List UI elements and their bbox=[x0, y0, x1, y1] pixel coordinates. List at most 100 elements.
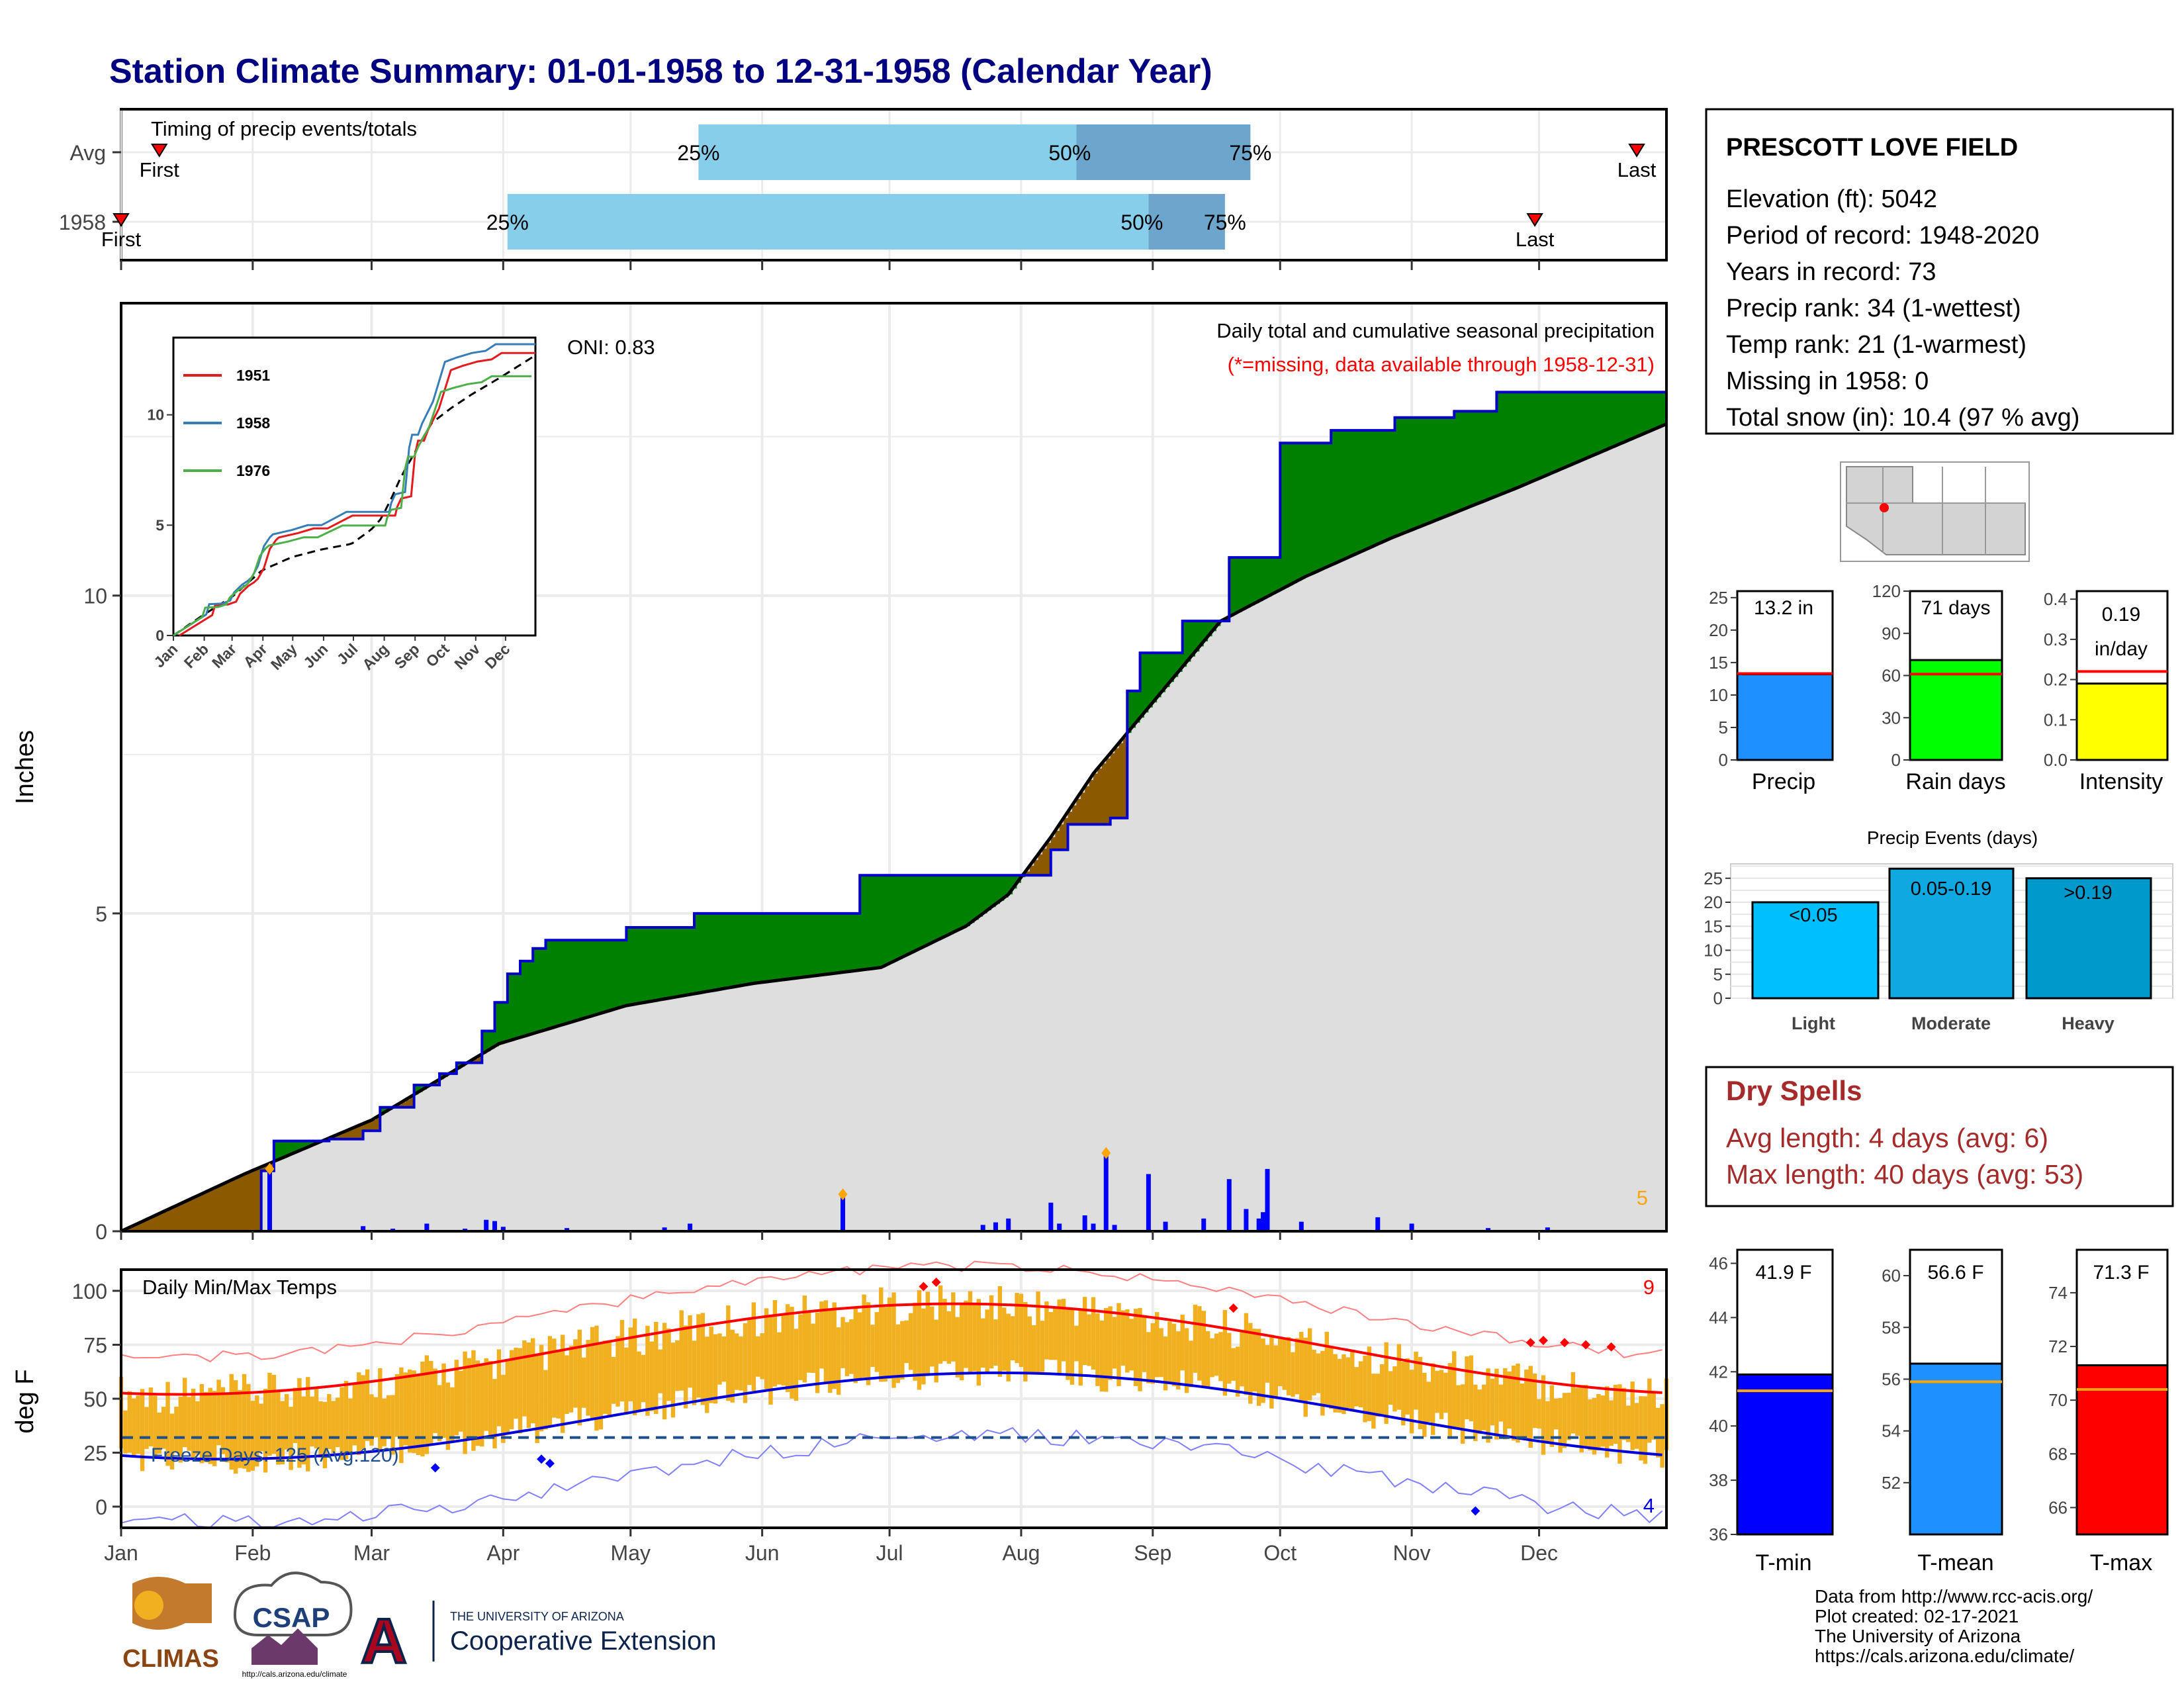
temp-daily-bar bbox=[437, 1385, 442, 1442]
temp-daily-bar bbox=[178, 1396, 183, 1463]
temp-daily-bar bbox=[475, 1360, 480, 1446]
events-title: Precip Events (days) bbox=[1867, 827, 2038, 848]
temp-daily-bar bbox=[1227, 1333, 1232, 1384]
precip-snow-marker bbox=[1101, 1147, 1111, 1159]
precip-average-line bbox=[120, 422, 1667, 1233]
temp-daily-bar bbox=[964, 1300, 968, 1368]
temp-daily-bar bbox=[1443, 1372, 1448, 1413]
temp-daily-bar bbox=[132, 1398, 136, 1458]
timing-title: Timing of precip events/totals bbox=[151, 117, 417, 140]
temp-daily-bar bbox=[1456, 1385, 1461, 1429]
temp-summary-ytick-label: 38 bbox=[1709, 1470, 1728, 1490]
temp-daily-bar bbox=[1405, 1358, 1410, 1415]
summary-value-intensity-1: 0.19 bbox=[2102, 604, 2140, 626]
precip-ytick-label: 5 bbox=[95, 902, 107, 926]
temp-daily-bar bbox=[1256, 1329, 1261, 1406]
station-info-box: PRESCOTT LOVE FIELD Elevation (ft): 5042… bbox=[1705, 108, 2174, 435]
temp-daily-bar bbox=[1626, 1405, 1631, 1442]
temp-daily-bar bbox=[1146, 1332, 1151, 1383]
temp-daily-bar bbox=[157, 1412, 161, 1454]
temp-daily-bar bbox=[183, 1378, 187, 1448]
temp-daily-bar bbox=[1422, 1372, 1427, 1437]
temp-daily-bar bbox=[637, 1351, 641, 1411]
temp-daily-bar bbox=[148, 1387, 154, 1446]
timing-p75-label: 75% bbox=[1204, 211, 1246, 234]
temp-summary-ytick-label: 74 bbox=[2048, 1283, 2068, 1303]
temp-daily-bar bbox=[1324, 1331, 1330, 1405]
station-line-temp-rank: Temp rank: 21 (1-warmest) bbox=[1726, 331, 2026, 359]
temp-daily-bar bbox=[1345, 1357, 1351, 1409]
temp-daily-bar bbox=[505, 1358, 510, 1434]
temp-daily-bar bbox=[191, 1388, 196, 1458]
credit-line-1: Data from http://www.rcc-acis.org/ bbox=[1815, 1586, 2093, 1607]
temp-daily-bar bbox=[1291, 1352, 1295, 1397]
temp-daily-bar bbox=[891, 1292, 896, 1388]
temp-daily-bar bbox=[713, 1334, 718, 1404]
temp-y-axis: 0 25 50 75 100 bbox=[72, 1280, 121, 1519]
temp-daily-bar bbox=[569, 1345, 574, 1413]
precip-daily-bar bbox=[267, 1170, 273, 1231]
precip-daily-bar bbox=[1091, 1223, 1096, 1231]
month-label: Dec bbox=[1520, 1541, 1558, 1565]
summary-ytick-label: 25 bbox=[1709, 588, 1728, 608]
temp-daily-bar bbox=[165, 1382, 170, 1466]
temp-daily-bar bbox=[458, 1370, 463, 1432]
temp-record-high-marker bbox=[1525, 1338, 1535, 1348]
summary-ytick-label: 0.0 bbox=[2044, 750, 2068, 770]
precip-y-label: Inches bbox=[11, 730, 39, 804]
timing-last-marker bbox=[1628, 144, 1645, 158]
temp-daily-bar bbox=[895, 1324, 901, 1383]
temp-daily-bar bbox=[1592, 1397, 1597, 1455]
temp-daily-bar bbox=[844, 1322, 850, 1376]
precip-daily-bar bbox=[1082, 1215, 1087, 1231]
temp-daily-bar bbox=[798, 1314, 803, 1380]
temp-daily-bar bbox=[467, 1358, 472, 1440]
temp-daily-bar bbox=[1350, 1351, 1355, 1412]
temp-daily-bar bbox=[743, 1323, 748, 1403]
inset-ytick-label: 10 bbox=[147, 406, 164, 424]
temp-count-high: 9 bbox=[1643, 1276, 1655, 1299]
temp-daily-bar bbox=[577, 1329, 582, 1426]
temp-daily-bar bbox=[492, 1379, 497, 1449]
precip-panel-subtitle: (*=missing, data available through 1958-… bbox=[1228, 353, 1655, 376]
temp-daily-bar bbox=[1082, 1297, 1087, 1366]
temp-daily-bar bbox=[1516, 1363, 1520, 1443]
temp-daily-bar bbox=[1197, 1306, 1202, 1381]
temp-summary-ytick-label: 46 bbox=[1709, 1253, 1728, 1273]
temp-summary-ytick-label: 44 bbox=[1709, 1307, 1728, 1327]
temp-daily-bar bbox=[1125, 1309, 1130, 1373]
temp-count-low: 4 bbox=[1643, 1494, 1655, 1517]
temp-daily-bar bbox=[832, 1302, 837, 1389]
events-ytick-label: 25 bbox=[1704, 868, 1723, 888]
temp-daily-bar bbox=[136, 1395, 140, 1454]
precip-frame bbox=[120, 302, 1668, 1233]
temp-daily-bar bbox=[675, 1340, 680, 1391]
temp-daily-bar bbox=[1545, 1401, 1550, 1443]
month-label: Feb bbox=[234, 1541, 271, 1565]
temp-daily-bar bbox=[1354, 1367, 1359, 1407]
events-ytick-label: 20 bbox=[1704, 892, 1723, 912]
summary-ytick-label: 20 bbox=[1709, 620, 1728, 640]
precip-daily-bar bbox=[980, 1225, 985, 1231]
temp-summary-bar bbox=[1909, 1362, 2003, 1536]
temp-daily-bar bbox=[1316, 1353, 1321, 1393]
temp-daily-bar bbox=[242, 1374, 247, 1469]
temp-daily-bar bbox=[794, 1329, 799, 1401]
temp-daily-bar bbox=[1019, 1293, 1024, 1368]
temp-daily-bar bbox=[543, 1370, 548, 1430]
temp-summary-bars: 36 38 40 42 44 46 52 54 56 58 60 66 68 70 72 74 bbox=[1709, 1248, 2169, 1544]
temp-daily-bar bbox=[1261, 1338, 1265, 1403]
temp-daily-bar bbox=[547, 1336, 553, 1427]
temp-ytick-label: 75 bbox=[83, 1334, 107, 1358]
temp-daily-bar bbox=[1171, 1323, 1177, 1387]
temp-daily-bar bbox=[1193, 1304, 1198, 1373]
station-line-missing: Missing in 1958: 0 bbox=[1726, 367, 1929, 395]
timing-p50-label: 50% bbox=[1048, 141, 1091, 165]
timing-first-label: First bbox=[101, 228, 142, 251]
temp-daily-bar bbox=[853, 1307, 858, 1383]
temp-daily-bar bbox=[1031, 1325, 1036, 1373]
summary-label-rain-days: Rain days bbox=[1905, 769, 2005, 794]
climas-logo: CLIMAS bbox=[122, 1577, 219, 1673]
timing-last-label: Last bbox=[1617, 158, 1657, 181]
temp-daily-bar bbox=[976, 1299, 981, 1386]
